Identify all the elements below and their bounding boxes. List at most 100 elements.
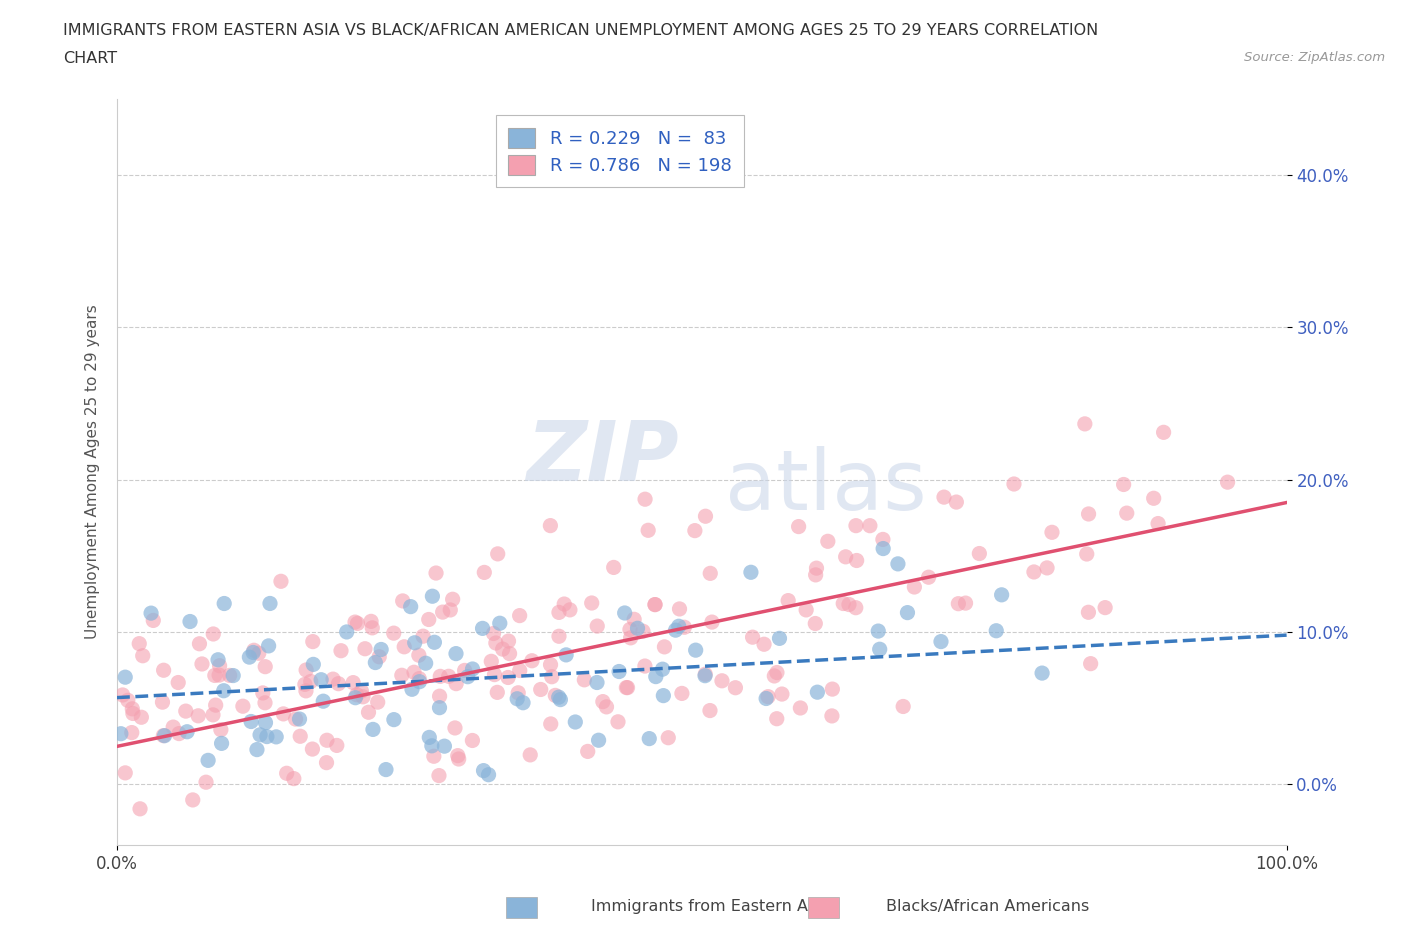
Point	[444, 676, 467, 691]
Point	[429, 700, 451, 715]
Point	[948, 596, 970, 611]
Point	[896, 605, 918, 620]
Point	[423, 635, 446, 650]
Point	[471, 621, 494, 636]
Point	[821, 709, 844, 724]
Point	[408, 674, 430, 689]
Point	[548, 629, 571, 644]
Point	[652, 688, 675, 703]
Point	[181, 792, 204, 807]
Point	[176, 724, 198, 739]
Point	[427, 768, 450, 783]
Point	[654, 640, 676, 655]
Point	[693, 669, 716, 684]
Point	[1112, 477, 1135, 492]
Point	[437, 669, 460, 684]
Point	[370, 642, 392, 657]
Point	[1094, 600, 1116, 615]
Point	[257, 638, 280, 653]
Point	[634, 492, 657, 507]
Point	[259, 596, 281, 611]
Point	[484, 667, 506, 682]
Point	[695, 667, 717, 682]
Point	[288, 711, 311, 726]
Point	[637, 523, 659, 538]
Point	[422, 589, 444, 604]
Point	[695, 509, 717, 524]
Point	[174, 704, 197, 719]
Point	[657, 730, 679, 745]
Point	[553, 597, 575, 612]
Point	[498, 633, 520, 648]
Point	[586, 675, 609, 690]
Point	[477, 767, 499, 782]
Point	[283, 771, 305, 786]
Point	[486, 684, 509, 699]
Point	[969, 546, 991, 561]
Point	[242, 645, 264, 660]
Point	[644, 670, 666, 684]
Point	[1077, 604, 1099, 619]
Point	[834, 550, 856, 565]
Point	[208, 658, 231, 673]
Point	[576, 744, 599, 759]
Point	[631, 624, 654, 639]
Point	[581, 595, 603, 610]
Point	[201, 708, 224, 723]
Point	[361, 620, 384, 635]
Point	[530, 682, 553, 697]
Point	[432, 604, 454, 619]
Point	[741, 630, 763, 644]
Point	[284, 711, 307, 726]
Point	[461, 661, 484, 676]
Point	[512, 696, 534, 711]
Point	[128, 636, 150, 651]
Point	[540, 716, 562, 731]
Point	[197, 753, 219, 768]
Point	[179, 614, 201, 629]
Point	[444, 721, 467, 736]
Point	[408, 671, 430, 686]
Point	[191, 657, 214, 671]
Point	[316, 733, 339, 748]
Point	[253, 696, 276, 711]
Point	[342, 675, 364, 690]
Point	[683, 524, 706, 538]
Point	[368, 649, 391, 664]
Text: Source: ZipAtlas.com: Source: ZipAtlas.com	[1244, 51, 1385, 64]
Point	[1153, 425, 1175, 440]
Point	[412, 629, 434, 644]
Point	[482, 626, 505, 641]
Point	[254, 659, 277, 674]
Point	[256, 729, 278, 744]
Point	[932, 490, 955, 505]
Point	[352, 689, 374, 704]
Point	[202, 627, 225, 642]
Point	[222, 668, 245, 683]
Point	[453, 663, 475, 678]
Point	[322, 671, 344, 686]
Point	[607, 664, 630, 679]
Point	[804, 616, 827, 631]
Point	[152, 663, 174, 678]
Point	[391, 593, 413, 608]
Point	[1115, 506, 1137, 521]
Point	[114, 670, 136, 684]
Point	[418, 730, 440, 745]
Point	[204, 668, 226, 683]
Point	[558, 603, 581, 618]
Point	[614, 680, 637, 695]
Point	[685, 643, 707, 658]
Point	[564, 714, 586, 729]
Point	[336, 625, 359, 640]
Point	[315, 755, 337, 770]
Point	[142, 613, 165, 628]
Point	[187, 709, 209, 724]
Point	[254, 715, 277, 730]
Point	[740, 565, 762, 579]
Point	[869, 642, 891, 657]
Point	[246, 742, 269, 757]
Point	[461, 733, 484, 748]
Point	[634, 658, 657, 673]
Point	[486, 547, 509, 562]
